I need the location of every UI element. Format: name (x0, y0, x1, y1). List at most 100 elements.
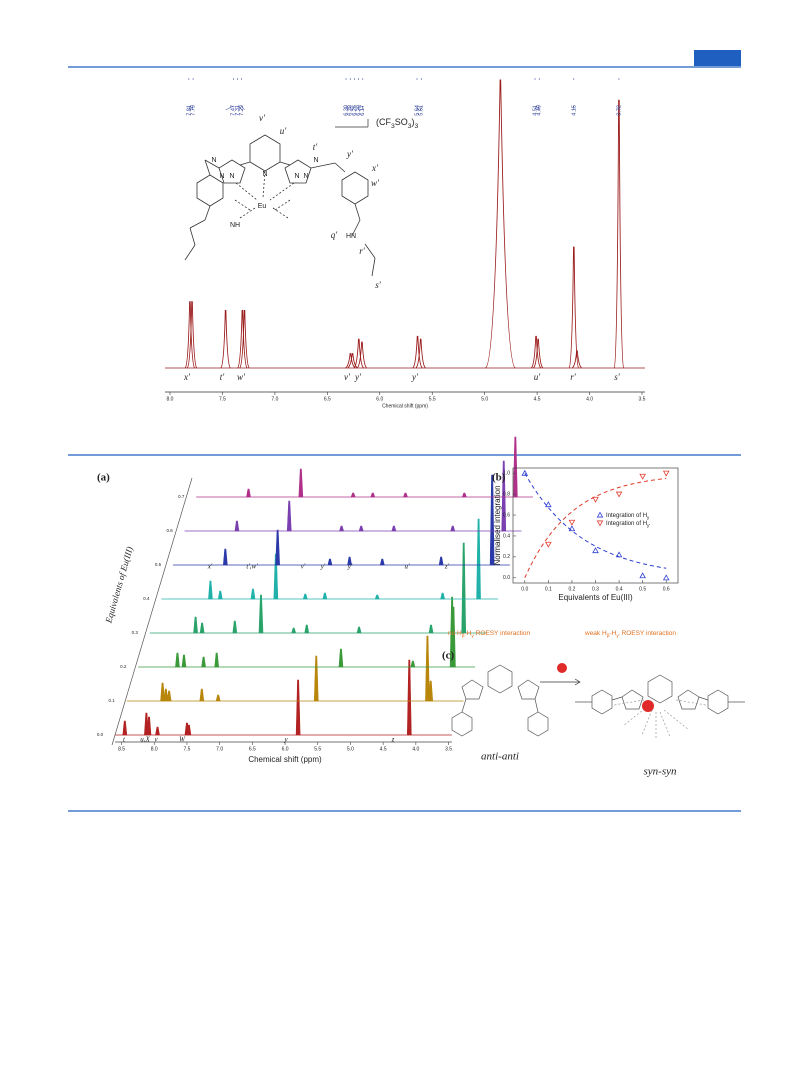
x-tick-label: 6.5 (324, 396, 331, 402)
peak-assignment: t' (220, 372, 226, 382)
annotation-part: ROESY interaction (474, 630, 531, 637)
peak-label: 7.79 (191, 105, 197, 116)
trace-peak (146, 716, 152, 736)
trace-label: 0.1 (108, 698, 115, 703)
data-point (521, 469, 529, 476)
x-tick-label: 4.0 (586, 396, 593, 402)
structure-name: anti-anti (481, 751, 519, 763)
peak-assignment: y' (411, 372, 419, 382)
fit-curve (524, 477, 667, 578)
peak-leader (237, 78, 243, 111)
trace-peak (201, 656, 206, 668)
peak-assignment: y' (320, 563, 326, 571)
structure-label: HN (346, 233, 356, 240)
header-box (694, 50, 741, 66)
annotation-part: ROESY interaction (620, 630, 677, 637)
trace-peak (222, 548, 228, 566)
trace-peak (428, 624, 434, 634)
x-tick-label: 7.5 (183, 746, 190, 752)
trace-peak (327, 558, 333, 566)
nmr-peak (345, 353, 356, 369)
peak-leader (241, 78, 245, 111)
structure-name: syn-syn (644, 766, 677, 778)
legend-entry-part: Integration of H (606, 521, 647, 527)
y-tick-label: 0.8 (503, 491, 510, 497)
data-point (568, 525, 576, 532)
trace-peak (410, 660, 416, 668)
x-tick-label: 8.0 (167, 396, 174, 402)
peak-label: 5.61 (419, 105, 425, 116)
panel-label: (a) (97, 472, 110, 484)
trace-peak (302, 593, 308, 600)
peak-assignment: x' (183, 372, 191, 382)
peak-assignment: t (123, 736, 126, 744)
peak-assignment: y (283, 736, 288, 744)
structure-label: N (294, 173, 299, 180)
trace-peak (391, 525, 397, 532)
trace-peak (181, 654, 187, 668)
nmr-peak (415, 338, 426, 369)
panel-label: (c) (442, 650, 455, 662)
peak-assignment: r' (570, 372, 577, 382)
trace-peak (160, 682, 165, 702)
trace-peak (451, 606, 456, 668)
trace-peak (122, 720, 128, 736)
trace-peak (193, 616, 198, 634)
trace-peak (370, 492, 376, 498)
x-tick-label: 7.5 (219, 396, 226, 402)
x-tick-label: 6.5 (249, 746, 256, 752)
structure-label: N (303, 173, 308, 180)
peak-label: 6.28 (348, 105, 354, 116)
nmr-peak (220, 309, 231, 369)
annotation-part: β (462, 633, 465, 639)
x-tick-label: 6.0 (282, 746, 289, 752)
structure-label: x' (371, 163, 379, 173)
data-point (662, 470, 670, 477)
trace-peak (199, 688, 205, 702)
trace-peak (166, 690, 172, 702)
data-point (592, 496, 599, 503)
peak-label: 6.17 (360, 105, 366, 116)
trace-peak (501, 460, 507, 532)
peak-assignment: w' (237, 372, 246, 382)
structure-label: Eu (258, 203, 267, 210)
trace-label: 0.5 (155, 562, 162, 567)
trace-peak (406, 659, 412, 736)
peak-assignment: y' (354, 372, 362, 382)
peak-leader (191, 78, 194, 111)
peak-assignment: x' (207, 563, 213, 571)
structure-sketch (184, 119, 376, 277)
data-point (592, 547, 599, 554)
slant-axis (111, 477, 193, 746)
nmr-peak (356, 341, 368, 369)
trace-peak (338, 648, 344, 668)
data-point (545, 501, 552, 508)
trace-peak (461, 492, 467, 498)
counterion: (CF3SO3)3 (376, 117, 419, 130)
trace-label: 0.3 (132, 630, 139, 635)
structure-label: r' (359, 246, 366, 256)
peak-assignment: z' (444, 563, 450, 571)
peak-label: 4.49 (537, 105, 543, 116)
annotation-part: weak H (584, 630, 607, 637)
trace-label: 0.0 (97, 732, 104, 737)
eu-ion (557, 663, 567, 673)
trace-peak (356, 626, 362, 634)
trace-peak (476, 518, 481, 600)
nmr-peak (568, 246, 580, 369)
data-point (662, 574, 670, 581)
trace-peak (298, 468, 304, 498)
trace-peak (403, 492, 408, 498)
trace-peak (217, 590, 223, 600)
y-tick-label: 0.6 (503, 512, 510, 518)
legend-entry-part: y' (647, 523, 650, 528)
data-point (615, 551, 623, 558)
y-tick-label: 0.2 (503, 554, 510, 560)
peak-label: 7.47 (231, 105, 237, 116)
peak-assignment: v (154, 736, 158, 744)
trace-peak (513, 436, 518, 498)
nmr-peak (533, 338, 544, 369)
trace-peak (350, 492, 356, 498)
x-tick-label: 4.5 (534, 396, 541, 402)
